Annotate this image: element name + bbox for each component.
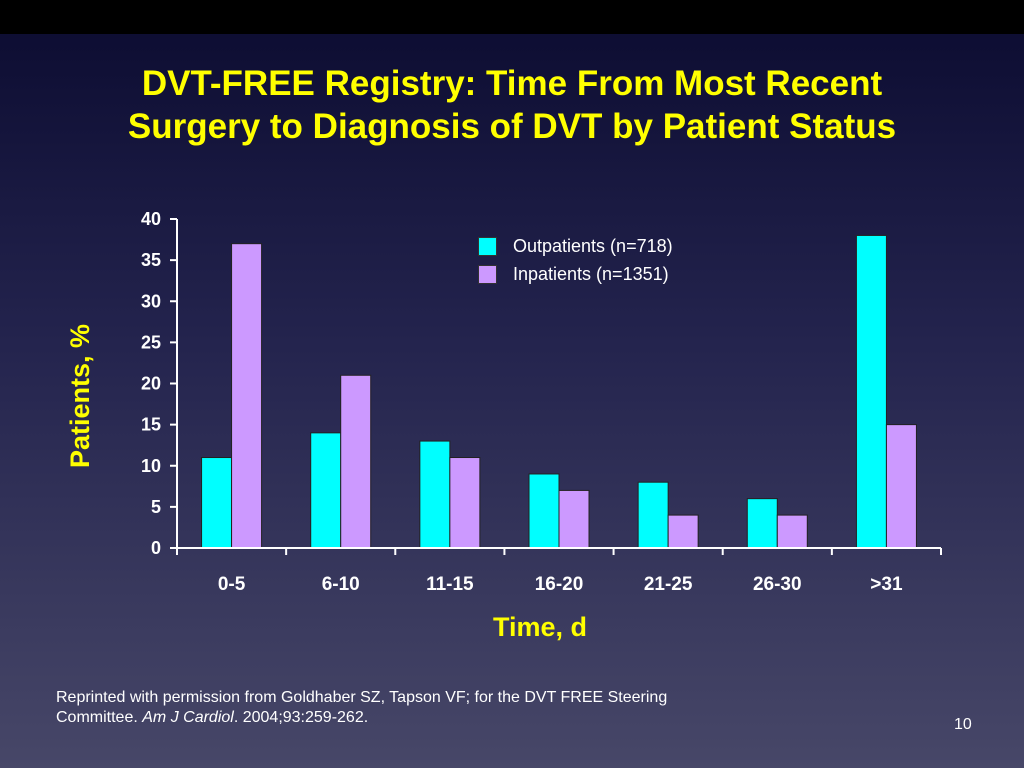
y-tick-label-0: 0 [151, 538, 161, 558]
x-tick-label-0: 0-5 [218, 574, 246, 595]
bar-inpatients-1 [340, 374, 372, 549]
y-tick-label-20: 20 [141, 374, 161, 394]
bar-inpatients-5 [776, 514, 808, 549]
x-tick-label-1: 6-10 [322, 574, 360, 595]
y-tick-label-15: 15 [141, 415, 161, 435]
legend-swatch-outpatients [478, 236, 497, 256]
top-band [0, 0, 1024, 34]
title-line-1: DVT-FREE Registry: Time From Most Recent [141, 64, 883, 103]
ticks-group: 0 5 10 15 20 25 30 35 40 0-5 6-10 11-15 16-20 21-25 26… [141, 209, 942, 595]
x-tick-label-5: 26-30 [753, 574, 802, 595]
bar-inpatients-6 [885, 424, 917, 549]
bar-outpatients-3 [528, 473, 560, 549]
citation-prefix: Committee. [56, 709, 138, 726]
legend-label-inpatients: Inpatients (n=1351) [513, 263, 669, 284]
y-tick-label-35: 35 [141, 250, 161, 270]
x-tick-label-3: 16-20 [535, 574, 584, 595]
x-tick-label-6: >31 [870, 574, 903, 595]
y-tick-label-30: 30 [141, 291, 161, 311]
legend-swatch-inpatients [478, 264, 497, 284]
y-tick-label-10: 10 [141, 456, 161, 476]
y-tick-label-5: 5 [151, 497, 161, 517]
y-tick-label-40: 40 [141, 209, 161, 229]
bar-inpatients-3 [558, 489, 590, 549]
bar-outpatients-1 [310, 432, 342, 549]
bar-outpatients-5 [746, 498, 778, 549]
bars-group [201, 234, 917, 549]
slide-title: DVT-FREE Registry: Time From Most Recent… [0, 62, 1024, 148]
bar-outpatients-0 [201, 457, 233, 549]
citation-line-1: Reprinted with permission from Goldhaber… [56, 689, 668, 706]
legend: Outpatients (n=718) Inpatients (n=1351) [478, 232, 673, 288]
bar-inpatients-2 [449, 457, 481, 549]
x-axis-label: Time, d [492, 612, 588, 642]
bar-inpatients-4 [667, 514, 699, 549]
bar-outpatients-2 [419, 440, 451, 549]
citation-line-2: Committee. Am J Cardiol. 2004;93:259-262… [56, 708, 876, 728]
legend-item-outpatients: Outpatients (n=718) [478, 232, 673, 260]
x-tick-label-2: 11-15 [426, 574, 474, 595]
x-tick-label-4: 21-25 [644, 574, 693, 595]
title-line-2: Surgery to Diagnosis of DVT by Patient S… [127, 107, 897, 146]
citation: Reprinted with permission from Goldhaber… [56, 688, 876, 728]
bar-inpatients-0 [231, 243, 263, 549]
legend-item-inpatients: Inpatients (n=1351) [478, 260, 673, 288]
legend-label-outpatients: Outpatients (n=718) [513, 235, 673, 256]
y-axis-label: Patients, % [65, 323, 95, 469]
bar-outpatients-6 [855, 234, 887, 549]
page-number: 10 [954, 716, 972, 733]
citation-details: . 2004;93:259-262. [233, 709, 369, 726]
bar-outpatients-4 [637, 481, 669, 549]
citation-journal: Am J Cardiol [142, 709, 234, 726]
y-tick-label-25: 25 [141, 332, 161, 352]
